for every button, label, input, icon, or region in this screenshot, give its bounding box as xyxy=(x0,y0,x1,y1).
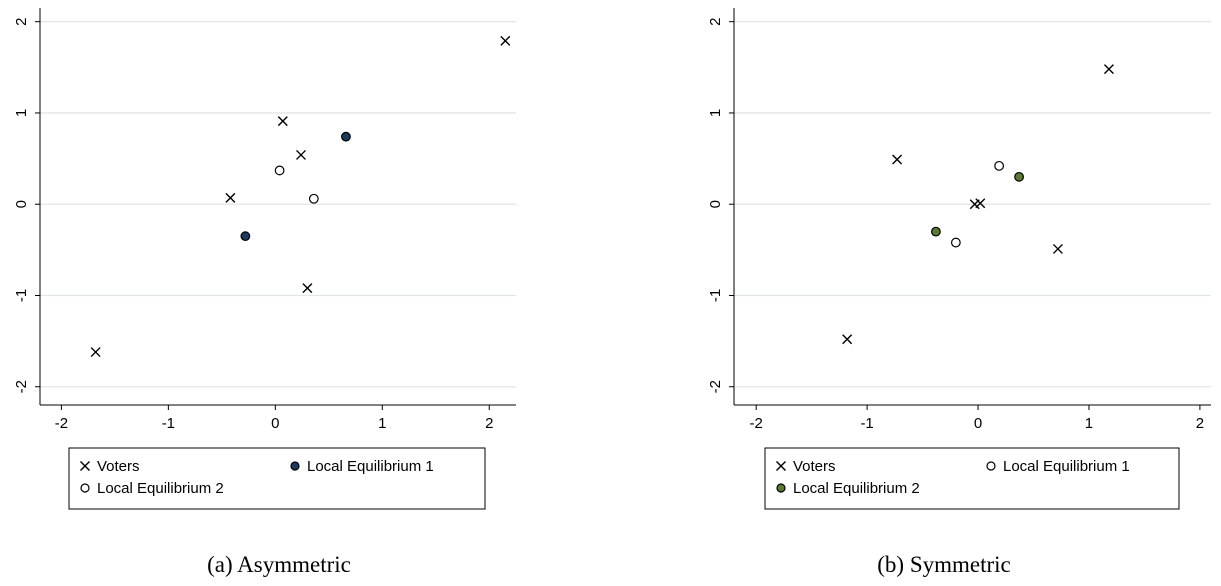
point-voters xyxy=(842,334,853,345)
legend-label-voters: Voters xyxy=(97,458,140,475)
point-local-equilibrium-1 xyxy=(341,131,351,142)
y-tick-label: -1 xyxy=(707,289,724,302)
x-tick-label: 1 xyxy=(378,415,386,432)
x-marker-stroke xyxy=(776,461,786,471)
x-marker-stroke xyxy=(90,347,101,358)
point-local-equilibrium-1 xyxy=(240,231,251,242)
legend-label-local-equilibrium-1: Local Equilibrium 1 xyxy=(1003,458,1130,475)
point-local-equilibrium-2 xyxy=(308,193,319,204)
legend: Voters Local Equilibrium 1 Local Equilibri… xyxy=(68,447,486,510)
legend-marker-local-equilibrium-2 xyxy=(80,483,90,493)
point-local-equilibrium-1 xyxy=(994,160,1005,171)
legend-label-local-equilibrium-2: Local Equilibrium 2 xyxy=(793,480,920,497)
x-tick-label: -2 xyxy=(55,415,68,432)
point-voters xyxy=(225,192,236,203)
point-voters xyxy=(302,283,313,294)
legend-marker-voters xyxy=(776,461,786,471)
legend-label-local-equilibrium-2: Local Equilibrium 2 xyxy=(97,480,224,497)
y-tick-label: 1 xyxy=(13,109,30,117)
x-tick-label: -2 xyxy=(750,415,763,432)
x-tick-label: -1 xyxy=(860,415,873,432)
point-voters xyxy=(975,198,986,209)
x-marker-stroke xyxy=(277,116,288,127)
point-voters xyxy=(500,35,511,46)
legend-marker-local-equilibrium-1 xyxy=(986,461,996,471)
y-tick-label: 1 xyxy=(707,109,724,117)
x-tick-label: 0 xyxy=(974,415,982,432)
point-local-equilibrium-2 xyxy=(274,165,285,176)
point-voters xyxy=(1052,243,1063,254)
panel-asymmetric: -2 -1 0 1 2 -2 -1 0 1 2 Voters Local Equilibrium 1 L… xyxy=(13,8,516,510)
y-tick-label: 2 xyxy=(13,18,30,26)
legend: Voters Local Equilibrium 1 Local Equilibri… xyxy=(764,447,1180,510)
x-tick-label: 1 xyxy=(1085,415,1093,432)
y-tick-label: -1 xyxy=(13,289,30,302)
x-tick-label: 2 xyxy=(485,415,493,432)
x-marker-stroke xyxy=(1052,243,1063,254)
x-tick-label: 2 xyxy=(1196,415,1204,432)
legend-label-local-equilibrium-1: Local Equilibrium 1 xyxy=(307,458,434,475)
caption-asymmetric: (a) Asymmetric xyxy=(207,552,351,577)
y-tick-label: 2 xyxy=(707,18,724,26)
x-marker-stroke xyxy=(975,198,986,209)
x-marker-stroke xyxy=(500,35,511,46)
y-tick-label: -2 xyxy=(13,380,30,393)
legend-marker-voters xyxy=(80,461,90,471)
x-marker-stroke xyxy=(296,149,306,160)
x-marker-stroke xyxy=(302,283,313,294)
x-marker-stroke xyxy=(80,461,90,471)
point-voters xyxy=(1103,64,1114,75)
point-voters xyxy=(892,154,903,165)
legend-box xyxy=(68,447,486,510)
point-local-equilibrium-1 xyxy=(950,237,961,248)
point-local-equilibrium-2 xyxy=(930,226,941,237)
y-tick-label: -2 xyxy=(707,380,724,393)
point-local-equilibrium-2 xyxy=(1014,171,1024,182)
x-marker-stroke xyxy=(892,154,903,165)
legend-marker-local-equilibrium-1 xyxy=(290,461,300,471)
point-voters xyxy=(277,116,288,127)
x-marker-stroke xyxy=(225,192,236,203)
caption-symmetric: (b) Symmetric xyxy=(877,552,1011,577)
legend-marker-local-equilibrium-2 xyxy=(776,483,786,493)
legend-box xyxy=(764,447,1180,510)
x-tick-label: -1 xyxy=(162,415,175,432)
x-marker-stroke xyxy=(842,334,853,345)
legend-label-voters: Voters xyxy=(793,458,836,475)
point-voters xyxy=(296,149,306,160)
y-tick-label: 0 xyxy=(13,200,30,208)
y-tick-label: 0 xyxy=(707,200,724,208)
x-tick-label: 0 xyxy=(271,415,279,432)
x-marker-stroke xyxy=(1103,64,1114,75)
panel-symmetric: -2 -1 0 1 2 -2 -1 0 1 2 Voters Local Equilibrium 1 L… xyxy=(707,8,1211,510)
point-voters xyxy=(90,347,101,358)
